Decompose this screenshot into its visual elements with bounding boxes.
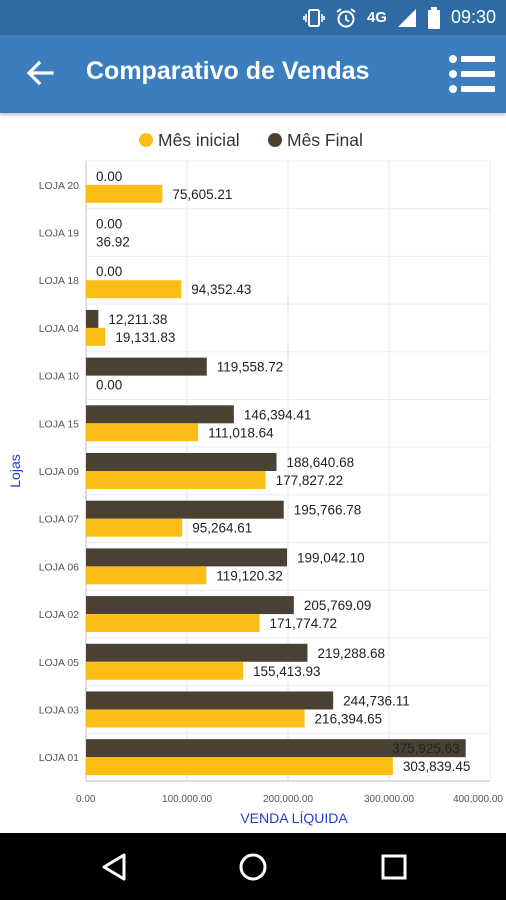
data-label-mes-inicial: 216,394.65: [315, 711, 383, 726]
data-label-mes-final: 219,288.68: [317, 646, 385, 661]
x-tick-label: 0.00: [76, 794, 96, 805]
data-label-mes-inicial: 36.92: [96, 235, 130, 250]
chart-area: LOJA 20 0.00 75,605.21 LOJA 19 0.00 36.92 LOJA…: [0, 113, 506, 833]
data-label-mes-inicial: 0.00: [96, 378, 122, 393]
bar-mes-final: [86, 453, 277, 471]
bar-mes-inicial: [86, 280, 182, 299]
data-label-mes-inicial: 119,120.32: [216, 568, 283, 583]
y-tick-label: LOJA 10: [39, 371, 79, 383]
data-label-mes-inicial: 111,018.64: [208, 425, 274, 440]
x-tick-label: 100,000.00: [162, 794, 212, 805]
data-label-mes-final: 195,766.78: [294, 503, 362, 518]
x-tick-label: 300,000.00: [364, 794, 414, 805]
network-type: 4G: [366, 9, 387, 26]
y-tick-label: LOJA 09: [39, 466, 79, 478]
clock: 09:30: [450, 7, 496, 27]
bar-mes-final: [86, 596, 294, 615]
data-label-mes-final: 0.00: [96, 169, 122, 184]
data-label-mes-final: 12,211.38: [108, 312, 167, 327]
y-tick-label: LOJA 18: [39, 275, 79, 287]
y-axis-title: Lojas: [7, 454, 23, 487]
y-tick-label: LOJA 02: [39, 609, 79, 621]
data-label-mes-inicial: 155,413.93: [253, 664, 321, 679]
bar-mes-inicial: [86, 757, 393, 776]
list-menu-icon[interactable]: [448, 53, 496, 95]
legend-swatch-mes-final: [268, 133, 282, 147]
bar-mes-inicial: [86, 661, 243, 680]
y-tick-label: LOJA 07: [39, 514, 79, 526]
vibrate-icon: [303, 8, 325, 27]
data-label-mes-inicial: 303,839.45: [403, 759, 471, 774]
bar-mes-final: [86, 357, 207, 376]
legend-label-mes-final: Mês Final: [287, 130, 363, 150]
battery-icon: [427, 6, 440, 29]
data-label-mes-final: 146,394.41: [244, 407, 312, 422]
bar-mes-inicial: [86, 709, 305, 728]
data-label-mes-inicial: 171,774.72: [269, 616, 337, 631]
nav-back-icon[interactable]: [98, 851, 130, 883]
bar-mes-final: [86, 548, 288, 567]
x-tick-label: 400,000.00: [453, 794, 503, 805]
nav-home-icon[interactable]: [237, 851, 269, 883]
bar-mes-inicial: [86, 184, 163, 203]
data-label-mes-inicial: 75,605.21: [172, 187, 232, 202]
signal-icon: [397, 8, 416, 27]
y-tick-label: LOJA 04: [39, 323, 79, 335]
data-label-mes-final: 205,769.09: [304, 598, 372, 613]
bar-mes-inicial: [86, 471, 266, 489]
data-label-mes-final: 188,640.68: [287, 455, 355, 470]
page-title: Comparativo de Vendas: [86, 57, 370, 85]
y-tick-label: LOJA 15: [39, 418, 79, 430]
navigation-bar: [0, 833, 506, 900]
data-label-mes-final: 199,042.10: [297, 550, 365, 565]
bar-mes-final: [86, 739, 466, 758]
y-tick-label: LOJA 01: [39, 752, 79, 764]
y-tick-label: LOJA 20: [39, 180, 79, 192]
data-label-mes-final: 0.00: [96, 217, 122, 232]
bar-mes-final: [86, 643, 308, 662]
back-arrow-icon[interactable]: [22, 55, 58, 91]
bar-mes-final: [86, 309, 99, 328]
y-tick-label: LOJA 19: [39, 228, 79, 240]
bar-mes-final: [86, 405, 234, 424]
y-tick-label: LOJA 06: [39, 561, 79, 573]
legend-swatch-mes-inicial: [139, 133, 153, 147]
y-tick-label: LOJA 03: [39, 704, 79, 716]
x-tick-label: 200,000.00: [263, 794, 313, 805]
bar-mes-inicial: [86, 518, 183, 537]
y-tick-label: LOJA 05: [39, 657, 79, 669]
x-axis-title: VENDA LÍQUIDA: [240, 810, 348, 826]
data-label-mes-inicial: 95,264.61: [192, 521, 252, 536]
bar-mes-inicial: [86, 614, 260, 633]
data-label-mes-inicial: 177,827.22: [276, 473, 344, 488]
status-bar: 4G 09:30: [0, 0, 506, 35]
bar-mes-inicial: [86, 566, 207, 585]
data-label-mes-final: 244,736.11: [343, 693, 410, 708]
bar-mes-final: [86, 500, 284, 519]
legend-label-mes-inicial: Mês inicial: [158, 130, 240, 150]
data-label-mes-final: 375,925.63: [392, 741, 460, 756]
bar-mes-inicial: [86, 327, 106, 346]
alarm-icon: [336, 7, 356, 27]
bar-chart: LOJA 20 0.00 75,605.21 LOJA 19 0.00 36.92 LOJA…: [7, 130, 503, 826]
bar-mes-final: [86, 691, 334, 710]
data-label-mes-inicial: 94,352.43: [191, 282, 251, 297]
data-label-mes-final: 0.00: [96, 264, 122, 279]
status-icons: 4G 09:30: [303, 0, 496, 35]
data-label-mes-inicial: 19,131.83: [115, 330, 175, 345]
nav-recents-icon[interactable]: [378, 851, 410, 883]
app-bar: Comparativo de Vendas: [0, 35, 506, 113]
bar-mes-inicial: [86, 423, 199, 442]
data-label-mes-final: 119,558.72: [217, 360, 284, 375]
